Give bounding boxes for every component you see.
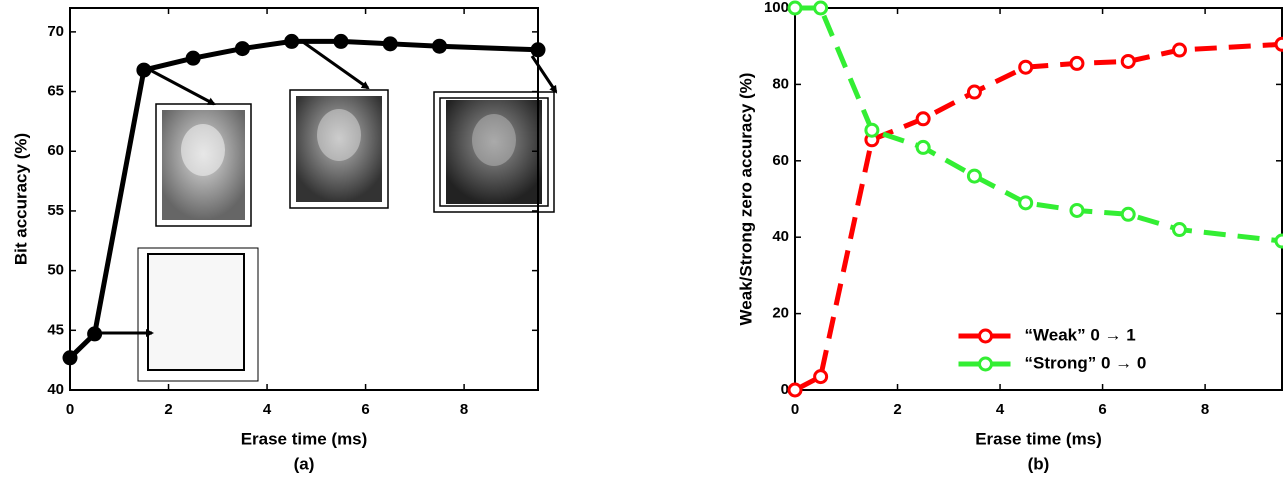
marker bbox=[1171, 42, 1187, 58]
marker bbox=[431, 38, 447, 54]
x-tick-label: 8 bbox=[460, 401, 468, 418]
marker bbox=[1018, 195, 1034, 211]
y-tick-label: 50 bbox=[47, 262, 64, 279]
x-tick-label: 6 bbox=[1098, 401, 1106, 418]
y-tick-label: 40 bbox=[47, 381, 64, 398]
marker bbox=[87, 326, 103, 342]
legend-marker bbox=[978, 328, 993, 344]
marker bbox=[185, 50, 201, 66]
marker bbox=[915, 139, 931, 155]
y-tick-label: 45 bbox=[47, 321, 64, 338]
marker bbox=[530, 42, 546, 58]
marker bbox=[382, 36, 398, 52]
legend-label: “Weak” 0 → 1 bbox=[1025, 325, 1136, 344]
marker bbox=[966, 168, 982, 184]
x-tick-label: 8 bbox=[1201, 401, 1209, 418]
marker bbox=[1069, 202, 1085, 218]
marker bbox=[136, 62, 152, 78]
marker bbox=[1171, 222, 1187, 238]
y-axis-label: Bit accuracy (%) bbox=[11, 133, 30, 265]
x-tick-label: 4 bbox=[996, 401, 1005, 418]
series-line bbox=[793, 41, 1283, 393]
marker bbox=[966, 84, 982, 100]
y-axis-label: Weak/Strong zero accuracy (%) bbox=[736, 73, 755, 326]
marker bbox=[1274, 233, 1283, 249]
plot-frame bbox=[794, 7, 1283, 391]
x-tick-label: 0 bbox=[66, 401, 74, 418]
marker bbox=[864, 122, 880, 138]
legend-label: “Strong” 0 → 0 bbox=[1025, 353, 1147, 372]
y-tick-label: 70 bbox=[47, 23, 64, 40]
plot-frame bbox=[69, 7, 539, 391]
y-tick-label: 20 bbox=[772, 305, 789, 322]
marker bbox=[62, 350, 78, 366]
y-tick-label: 60 bbox=[47, 142, 64, 159]
x-tick-label: 2 bbox=[164, 401, 172, 418]
caption: (b) bbox=[1028, 454, 1050, 473]
series-line bbox=[795, 5, 1283, 244]
y-tick-label: 80 bbox=[772, 75, 789, 92]
marker bbox=[1274, 36, 1283, 52]
marker bbox=[1120, 206, 1136, 222]
inset-images bbox=[97, 40, 558, 382]
marker bbox=[1120, 53, 1136, 69]
x-axis-label: Erase time (ms) bbox=[975, 429, 1102, 448]
marker bbox=[333, 33, 349, 49]
caption: (a) bbox=[294, 454, 315, 473]
marker bbox=[234, 41, 250, 57]
x-axis-label: Erase time (ms) bbox=[241, 429, 368, 448]
y-tick-label: 65 bbox=[47, 83, 64, 100]
marker bbox=[787, 382, 803, 398]
marker bbox=[787, 0, 803, 16]
x-tick-label: 0 bbox=[791, 401, 799, 418]
x-tick-label: 4 bbox=[263, 401, 272, 418]
marker bbox=[813, 0, 829, 16]
y-tick-label: 60 bbox=[772, 152, 789, 169]
y-tick-label: 0 bbox=[781, 381, 789, 398]
series-line bbox=[68, 38, 539, 360]
y-tick-label: 100 bbox=[764, 0, 789, 16]
y-tick-label: 55 bbox=[47, 202, 64, 219]
marker bbox=[813, 369, 829, 385]
x-tick-label: 6 bbox=[361, 401, 369, 418]
marker bbox=[1018, 59, 1034, 75]
marker bbox=[1069, 55, 1085, 71]
x-tick-label: 2 bbox=[893, 401, 901, 418]
marker bbox=[284, 33, 300, 49]
y-tick-label: 40 bbox=[772, 228, 789, 245]
marker bbox=[915, 111, 931, 127]
legend-marker bbox=[978, 356, 993, 372]
